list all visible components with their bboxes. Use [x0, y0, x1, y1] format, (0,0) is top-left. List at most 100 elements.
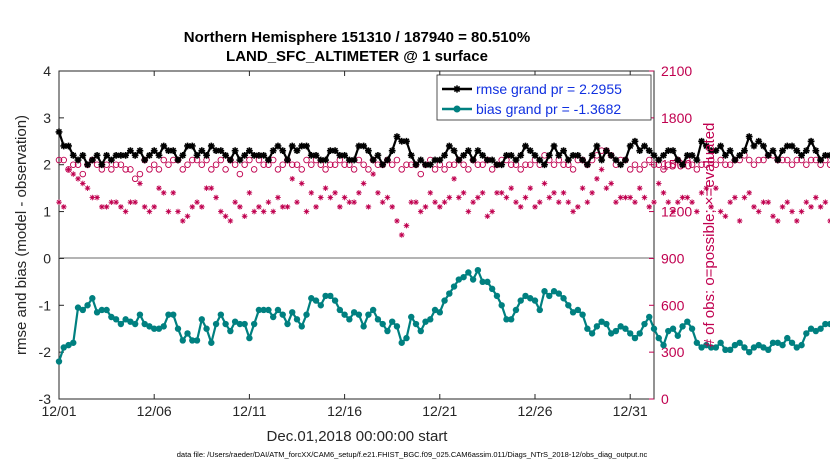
rmse-point: [798, 151, 805, 159]
evaluated-point: [713, 185, 719, 191]
rmse-point: [579, 156, 586, 164]
rmse-point: [203, 151, 210, 159]
bias-point: [774, 339, 781, 346]
evaluated-point: [222, 213, 229, 220]
rmse-point: [150, 147, 158, 155]
possible-point: [117, 161, 125, 168]
y-right-tick-label: 2100: [661, 63, 692, 79]
evaluated-point: [556, 199, 562, 205]
possible-point: [755, 156, 762, 164]
rmse-point: [169, 147, 177, 155]
possible-point: [165, 161, 172, 168]
rmse-point: [531, 151, 539, 159]
evaluated-point: [675, 199, 681, 205]
rmse-point: [103, 151, 110, 159]
evaluated-point: [146, 208, 153, 215]
bias-point: [636, 330, 643, 337]
rmse-point: [555, 151, 563, 159]
rmse-point: [331, 147, 339, 155]
evaluated-point: [646, 204, 653, 210]
rmse-point: [360, 142, 368, 150]
bias-point: [189, 337, 196, 344]
evaluated-point: [551, 190, 557, 196]
evaluated-point: [398, 232, 405, 238]
evaluated-point: [684, 194, 691, 201]
rmse-point: [631, 137, 639, 145]
bias-point: [160, 323, 167, 330]
legend-bias-marker: [453, 105, 461, 113]
rmse-point: [603, 147, 610, 155]
bias-point: [603, 320, 610, 328]
rmse-point: [769, 147, 777, 155]
rmse-point: [450, 147, 458, 155]
evaluated-point: [803, 199, 810, 205]
evaluated-point: [541, 180, 548, 187]
bias-point: [184, 330, 191, 337]
bias-point: [546, 292, 553, 300]
rmse-point: [288, 142, 296, 150]
possible-point: [231, 161, 239, 168]
bias-point: [389, 318, 396, 325]
evaluated-point: [189, 204, 196, 210]
bias-point: [555, 290, 562, 297]
evaluated-point: [227, 218, 234, 224]
evaluated-point: [194, 199, 200, 205]
evaluated-point: [794, 218, 800, 224]
evaluated-point: [670, 208, 676, 215]
bias-point: [265, 306, 272, 314]
bias-point: [784, 334, 791, 342]
x-tick-label: 12/26: [517, 403, 552, 419]
evaluated-point: [765, 199, 772, 205]
bias-point: [112, 316, 120, 323]
bias-point: [431, 306, 439, 314]
rmse-point: [726, 147, 734, 155]
rmse-point: [645, 147, 653, 155]
evaluated-point: [475, 194, 481, 201]
legend-star: [453, 85, 461, 93]
rmse-point: [207, 142, 215, 150]
bias-point: [755, 341, 762, 349]
evaluated-point: [613, 199, 619, 205]
possible-point: [460, 161, 467, 168]
bias-point: [217, 311, 225, 318]
bias-point: [70, 339, 77, 346]
bias-point: [788, 339, 796, 346]
bias-point: [622, 325, 629, 332]
rmse-point: [388, 147, 396, 155]
evaluated-point: [456, 194, 462, 201]
possible-point: [250, 166, 258, 173]
possible-point: [236, 170, 244, 178]
evaluated-point: [265, 199, 272, 205]
evaluated-point: [241, 213, 248, 220]
possible-point: [526, 161, 534, 168]
evaluated-point: [322, 185, 329, 191]
evaluated-point: [113, 199, 119, 205]
bias-point: [517, 297, 524, 304]
rmse-point: [412, 161, 420, 169]
bias-point: [322, 292, 329, 300]
evaluated-point: [484, 213, 491, 220]
possible-point: [127, 166, 134, 173]
evaluated-point: [403, 222, 410, 229]
bias-point: [117, 320, 125, 328]
evaluated-point: [351, 199, 357, 205]
bias-point: [417, 327, 424, 335]
bias-point: [746, 348, 753, 356]
possible-point: [222, 166, 229, 173]
possible-point: [522, 161, 529, 168]
evaluated-point: [470, 199, 476, 205]
rmse-point: [322, 156, 329, 164]
bias-point: [174, 325, 182, 332]
possible-point: [108, 166, 115, 173]
x-tick-label: 12/31: [613, 403, 648, 419]
rmse-point: [550, 142, 558, 150]
bias-point: [536, 306, 543, 314]
bias-point: [317, 302, 324, 309]
bias-point: [598, 318, 605, 325]
possible-point: [70, 161, 77, 168]
possible-point: [241, 161, 248, 168]
evaluated-point: [127, 199, 134, 205]
bias-point: [627, 330, 634, 337]
bias-point: [346, 316, 353, 323]
possible-point: [703, 161, 710, 168]
